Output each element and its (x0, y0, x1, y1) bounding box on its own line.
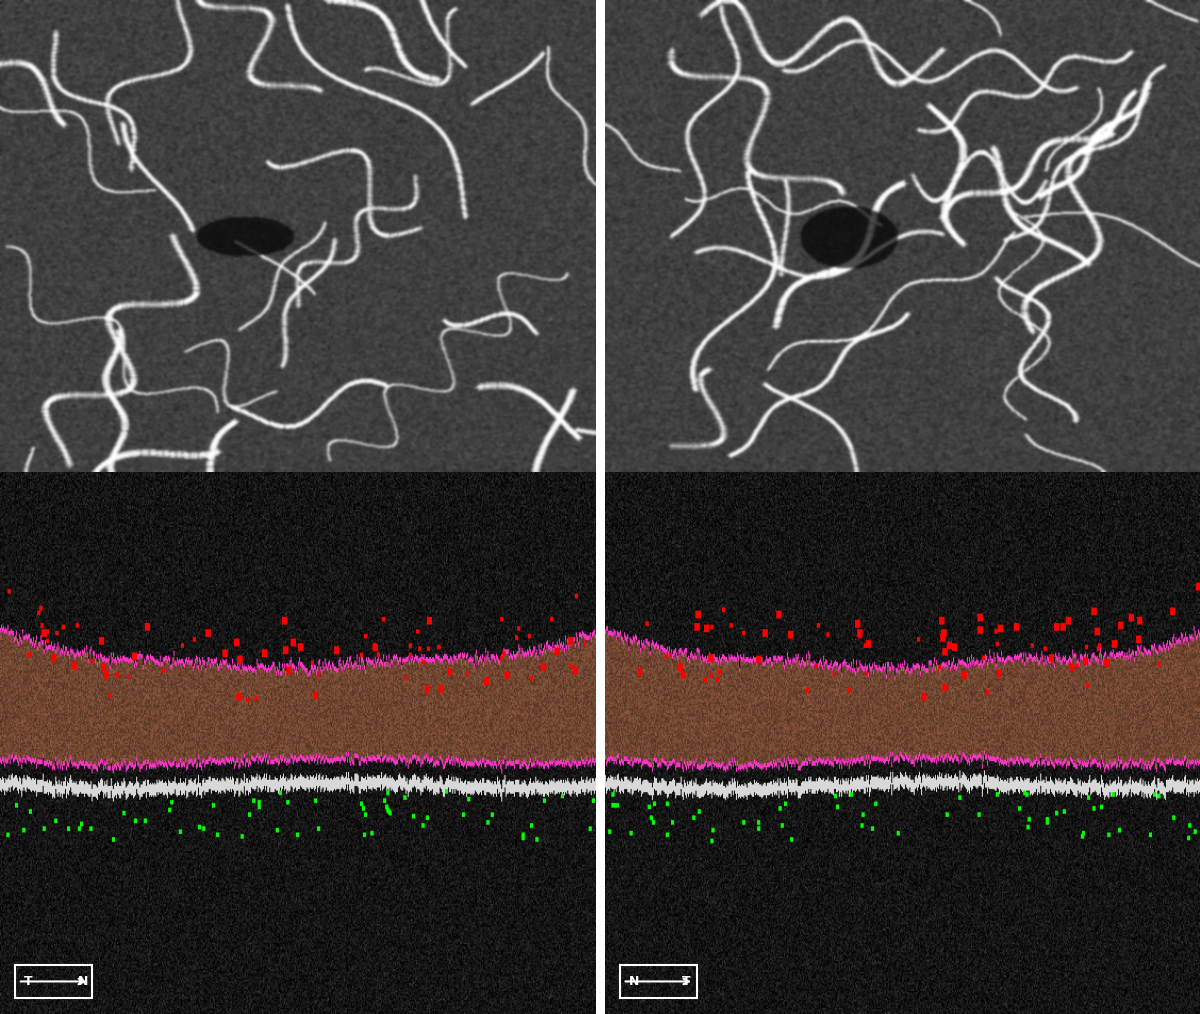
Text: N: N (77, 974, 88, 988)
Bar (619, 965, 697, 998)
Bar (14, 965, 92, 998)
Text: T: T (682, 974, 691, 988)
Text: T: T (24, 974, 32, 988)
Text: N: N (629, 974, 638, 988)
